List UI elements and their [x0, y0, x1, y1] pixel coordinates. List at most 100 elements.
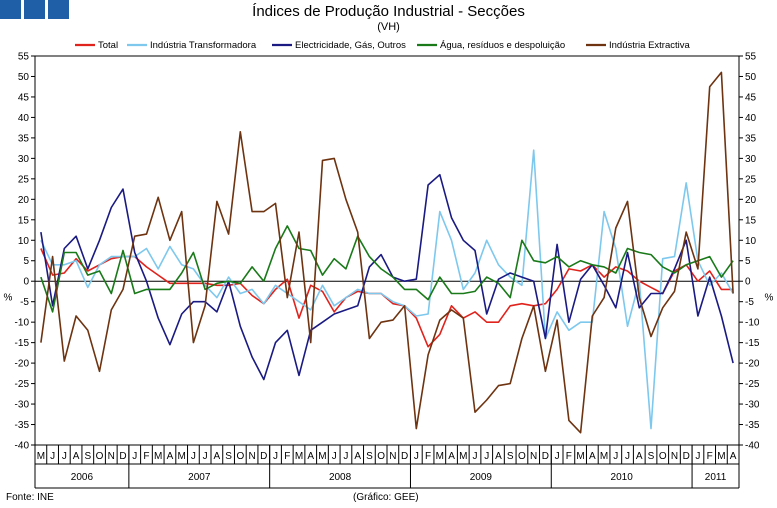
- month-label: F: [143, 451, 149, 462]
- month-label: F: [425, 451, 431, 462]
- month-label: D: [401, 451, 408, 462]
- month-label: S: [225, 451, 232, 462]
- y-tick-label-left: -35: [15, 420, 30, 431]
- month-label: M: [436, 451, 444, 462]
- y-tick-label-left: 15: [18, 215, 30, 226]
- month-label: M: [154, 451, 162, 462]
- month-label: J: [414, 451, 419, 462]
- month-label: J: [695, 451, 700, 462]
- y-tick-label-right: -30: [745, 400, 760, 411]
- month-label: O: [659, 451, 667, 462]
- month-label: J: [132, 451, 137, 462]
- month-label: F: [284, 451, 290, 462]
- y-tick-label-right: 25: [745, 174, 757, 185]
- y-tick-label-left: 55: [18, 52, 30, 63]
- y-tick-label-right: -20: [745, 359, 760, 370]
- year-label: 2011: [705, 472, 727, 483]
- y-tick-label-left: 10: [18, 236, 30, 247]
- month-label: J: [625, 451, 630, 462]
- month-label: S: [507, 451, 514, 462]
- month-label: N: [108, 451, 115, 462]
- y-tick-label-right: -25: [745, 379, 760, 390]
- y-tick-label-left: 50: [18, 72, 30, 83]
- logo-block: [48, 0, 69, 19]
- legend-label: Electricidade, Gás, Outros: [295, 40, 406, 51]
- brand-logo: [0, 0, 69, 19]
- month-label: N: [671, 451, 678, 462]
- series-line-2: [40, 173, 734, 381]
- logo-block: [24, 0, 45, 19]
- month-label: M: [318, 451, 326, 462]
- y-tick-label-right: 0: [745, 277, 751, 288]
- y-tick-label-left: 5: [23, 256, 29, 267]
- month-label: A: [730, 451, 737, 462]
- month-label: M: [717, 451, 725, 462]
- y-tick-label-right: 50: [745, 72, 757, 83]
- month-label: M: [177, 451, 185, 462]
- y-axis-label-left: %: [4, 293, 13, 304]
- month-label: A: [73, 451, 80, 462]
- y-tick-label-left: 45: [18, 92, 30, 103]
- chart-subtitle: (VH): [377, 21, 400, 33]
- y-tick-label-right: 5: [745, 256, 751, 267]
- month-label: A: [167, 451, 174, 462]
- month-label: O: [377, 451, 385, 462]
- chart-title: Índices de Produção Industrial - Secções: [252, 3, 525, 20]
- month-label: D: [683, 451, 690, 462]
- legend-label: Indústria Extractiva: [609, 40, 690, 51]
- y-tick-label-left: -15: [15, 338, 30, 349]
- month-label: D: [542, 451, 549, 462]
- legend-label: Indústria Transformadora: [150, 40, 257, 51]
- y-tick-label-right: 10: [745, 236, 757, 247]
- month-label: N: [389, 451, 396, 462]
- year-label: 2008: [329, 472, 352, 483]
- y-tick-label-right: 45: [745, 92, 757, 103]
- y-tick-label-left: -40: [15, 441, 30, 452]
- month-label: S: [648, 451, 655, 462]
- month-label: M: [459, 451, 467, 462]
- logo-block: [0, 0, 21, 19]
- series-line-4: [40, 71, 734, 434]
- year-label: 2010: [611, 472, 634, 483]
- year-label: 2007: [188, 472, 211, 483]
- month-label: F: [707, 451, 713, 462]
- y-tick-label-right: -35: [745, 420, 760, 431]
- month-label: J: [191, 451, 196, 462]
- month-label: F: [566, 451, 572, 462]
- month-label: D: [119, 451, 126, 462]
- month-label: S: [84, 451, 91, 462]
- month-label: M: [576, 451, 584, 462]
- month-label: J: [203, 451, 208, 462]
- legend-label: Água, resíduos e despoluição: [440, 40, 565, 51]
- y-tick-label-right: -40: [745, 441, 760, 452]
- y-tick-label-right: -10: [745, 318, 760, 329]
- credit-note: (Gráfico: GEE): [353, 492, 419, 503]
- month-label: J: [62, 451, 67, 462]
- y-tick-label-left: -20: [15, 359, 30, 370]
- series-line-3: [40, 225, 734, 313]
- month-label: A: [589, 451, 596, 462]
- y-tick-label-right: -5: [745, 297, 754, 308]
- month-label: N: [248, 451, 255, 462]
- month-label: A: [495, 451, 502, 462]
- y-tick-label-left: -10: [15, 318, 30, 329]
- y-tick-label-left: 35: [18, 133, 30, 144]
- month-label: M: [295, 451, 303, 462]
- month-label: A: [354, 451, 361, 462]
- month-label: M: [600, 451, 608, 462]
- y-tick-label-right: 55: [745, 52, 757, 63]
- legend-label: Total: [98, 40, 118, 51]
- y-tick-label-left: 25: [18, 174, 30, 185]
- month-label: J: [555, 451, 560, 462]
- month-label: J: [343, 451, 348, 462]
- month-label: J: [473, 451, 478, 462]
- month-label: J: [332, 451, 337, 462]
- y-tick-label-right: 30: [745, 154, 757, 165]
- y-tick-label-left: -25: [15, 379, 30, 390]
- month-label: O: [236, 451, 244, 462]
- month-label: O: [518, 451, 526, 462]
- y-tick-label-left: 0: [23, 277, 29, 288]
- y-tick-label-right: 40: [745, 113, 757, 124]
- y-tick-label-left: 20: [18, 195, 30, 206]
